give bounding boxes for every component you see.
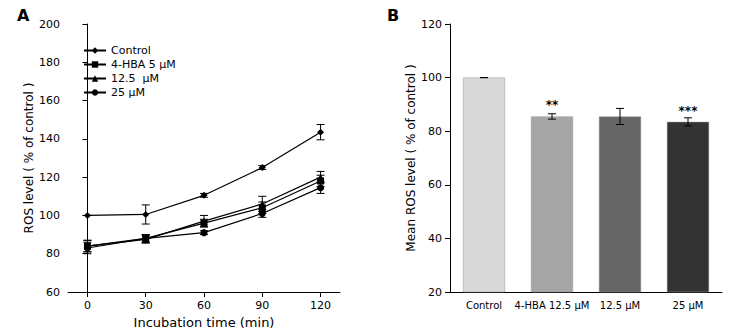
- svg-text:12.5 μM: 12.5 μM: [600, 300, 640, 311]
- svg-text:100: 100: [39, 209, 60, 222]
- svg-text:140: 140: [39, 132, 60, 145]
- svg-text:180: 180: [39, 56, 60, 69]
- svg-text:120: 120: [39, 171, 60, 184]
- svg-text:100: 100: [421, 71, 442, 84]
- svg-text:4-HBA 5 μM: 4-HBA 5 μM: [111, 58, 176, 71]
- svg-text:25 μM: 25 μM: [111, 86, 145, 99]
- svg-text:20: 20: [428, 286, 442, 299]
- svg-text:25 μM: 25 μM: [673, 300, 704, 311]
- svg-text:120: 120: [310, 299, 331, 312]
- svg-text:160: 160: [39, 94, 60, 107]
- svg-text:0: 0: [84, 299, 91, 312]
- svg-text:B: B: [387, 6, 399, 25]
- svg-text:30: 30: [139, 299, 153, 312]
- svg-text:200: 200: [39, 18, 60, 31]
- svg-text:ROS level ( % of control ): ROS level ( % of control ): [22, 83, 36, 234]
- svg-text:Incubation time (min): Incubation time (min): [134, 315, 275, 330]
- svg-text:4-HBA 12.5 μM: 4-HBA 12.5 μM: [515, 300, 590, 311]
- svg-text:**: **: [546, 98, 559, 112]
- svg-text:A: A: [17, 6, 30, 25]
- svg-text:60: 60: [46, 286, 60, 299]
- svg-text:Mean ROS level ( % of control: Mean ROS level ( % of control ): [404, 64, 418, 251]
- svg-text:Control: Control: [111, 44, 151, 57]
- svg-text:80: 80: [46, 247, 60, 260]
- svg-text:***: ***: [679, 104, 699, 118]
- svg-text:90: 90: [255, 299, 269, 312]
- svg-text:80: 80: [428, 125, 442, 138]
- svg-text:120: 120: [421, 18, 442, 31]
- svg-text:Control: Control: [466, 300, 502, 311]
- svg-text:12.5 μM: 12.5 μM: [111, 72, 159, 85]
- svg-text:60: 60: [197, 299, 211, 312]
- svg-text:60: 60: [428, 178, 442, 191]
- svg-text:40: 40: [428, 232, 442, 245]
